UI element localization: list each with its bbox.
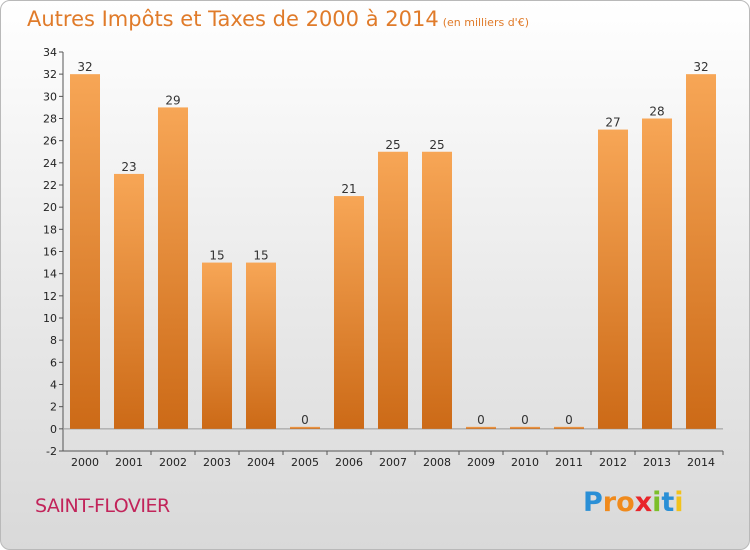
y-tick-label: 8 xyxy=(50,334,57,347)
y-tick-label: 4 xyxy=(50,379,57,392)
bar-value-label: 21 xyxy=(341,182,356,196)
x-tick-label: 2014 xyxy=(687,456,715,469)
y-tick-label: -2 xyxy=(46,445,57,458)
logo-letter: x xyxy=(634,487,653,518)
x-tick-label: 2004 xyxy=(247,456,275,469)
y-tick-label: 32 xyxy=(43,68,57,81)
bar-value-label: 28 xyxy=(649,105,664,119)
city-name: SAINT-FLOVIER xyxy=(35,495,170,517)
bar-value-label: 32 xyxy=(693,60,708,74)
x-tick-label: 2009 xyxy=(467,456,495,469)
x-tick-label: 2000 xyxy=(71,456,99,469)
y-tick-label: 0 xyxy=(50,423,57,436)
bar xyxy=(70,74,100,429)
x-tick-label: 2002 xyxy=(159,456,187,469)
x-tick-label: 2008 xyxy=(423,456,451,469)
bar-value-label: 27 xyxy=(605,116,620,130)
y-tick-label: 2 xyxy=(50,401,57,414)
bar xyxy=(290,426,320,429)
bar xyxy=(466,426,496,429)
bar-value-label: 0 xyxy=(301,413,309,427)
bar xyxy=(554,426,584,429)
x-tick-label: 2005 xyxy=(291,456,319,469)
bar-value-label: 25 xyxy=(385,138,400,152)
logo-letter: P xyxy=(583,487,603,518)
bar-value-label: 29 xyxy=(165,93,180,107)
bar-value-label: 0 xyxy=(521,413,529,427)
bar-value-label: 15 xyxy=(253,249,268,263)
bar-value-label: 23 xyxy=(121,160,136,174)
x-tick-label: 2001 xyxy=(115,456,143,469)
bar xyxy=(158,107,188,429)
bar xyxy=(686,74,716,429)
x-tick-label: 2011 xyxy=(555,456,583,469)
bar-value-label: 0 xyxy=(477,413,485,427)
y-tick-label: 10 xyxy=(43,312,57,325)
logo-letter: t xyxy=(661,487,675,518)
bar xyxy=(378,151,408,429)
x-tick-label: 2013 xyxy=(643,456,671,469)
y-tick-label: 12 xyxy=(43,290,57,303)
y-tick-label: 28 xyxy=(43,113,57,126)
x-tick-label: 2003 xyxy=(203,456,231,469)
chart-subtitle: (en milliers d'€) xyxy=(442,16,529,29)
bar xyxy=(114,173,144,429)
logo-letter: i xyxy=(674,487,684,518)
bar-value-label: 25 xyxy=(429,138,444,152)
bar-value-label: 0 xyxy=(565,413,573,427)
x-tick-label: 2010 xyxy=(511,456,539,469)
bar xyxy=(598,129,628,429)
y-tick-label: 30 xyxy=(43,90,57,103)
y-tick-label: 22 xyxy=(43,179,57,192)
bars xyxy=(70,74,716,429)
logo-letter: i xyxy=(652,487,662,518)
x-tick-label: 2007 xyxy=(379,456,407,469)
logo-letter: o xyxy=(616,487,635,518)
bar xyxy=(422,151,452,429)
y-tick-label: 20 xyxy=(43,201,57,214)
bar xyxy=(202,262,232,429)
bar xyxy=(246,262,276,429)
bar-value-label: 32 xyxy=(77,60,92,74)
value-labels: 32 23 29 15 15 0 21 25 25 0 0 0 27 28 32 xyxy=(77,60,708,427)
y-tick-label: 16 xyxy=(43,246,57,259)
chart-title: Autres Impôts et Taxes de 2000 à 2014 (en… xyxy=(27,7,529,31)
y-tick-label: 6 xyxy=(50,356,57,369)
x-tick-label: 2006 xyxy=(335,456,363,469)
bar xyxy=(642,118,672,429)
proxiti-logo[interactable]: Proxiti xyxy=(583,487,684,518)
chart-title-text: Autres Impôts et Taxes de 2000 à 2014 xyxy=(27,7,439,31)
bar xyxy=(334,196,364,429)
logo-letter: r xyxy=(602,487,617,518)
y-tick-label: 14 xyxy=(43,268,57,281)
bar xyxy=(510,426,540,429)
x-tick-label: 2012 xyxy=(599,456,627,469)
y-tick-label: 26 xyxy=(43,135,57,148)
y-tick-label: 18 xyxy=(43,223,57,236)
y-tick-label: 24 xyxy=(43,157,57,170)
y-tick-label: 34 xyxy=(43,46,57,59)
bar-value-label: 15 xyxy=(209,249,224,263)
